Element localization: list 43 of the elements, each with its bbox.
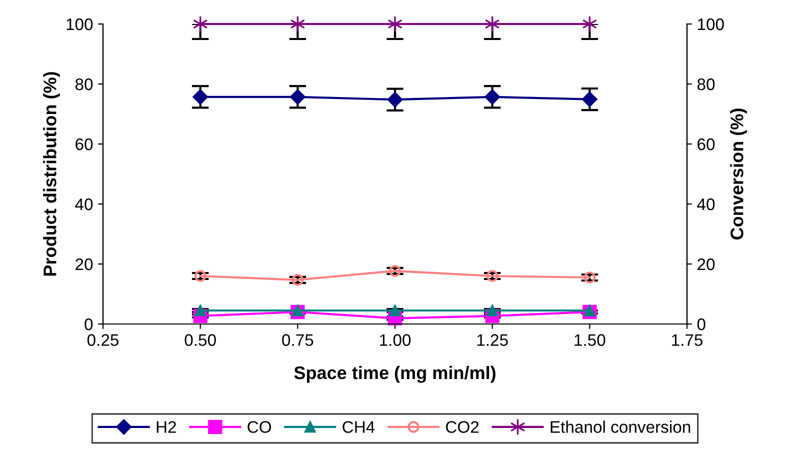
x-tick-label: 1.00: [380, 334, 411, 346]
y-tick-label: 40: [75, 198, 93, 210]
y2-tick-label: 60: [698, 138, 715, 150]
point: [582, 92, 598, 108]
x-tick-label: 1.25: [477, 334, 508, 346]
y2-tick-label: 80: [697, 78, 715, 90]
point: [389, 264, 401, 277]
point: [292, 304, 304, 316]
x-tick-label: 1.75: [672, 334, 703, 346]
y2-tick-label: 20: [698, 258, 715, 270]
x-axis-title: Space time (mg min/ml): [294, 366, 496, 383]
point: [292, 274, 304, 286]
point: [389, 304, 401, 316]
legend-label: CO: [248, 421, 272, 433]
y2-tick-label: 0: [697, 318, 706, 330]
y2-tick-label: 40: [697, 198, 715, 210]
point: [194, 270, 206, 282]
y-tick-label: 0: [84, 318, 93, 330]
point: [192, 89, 208, 105]
y-axis-title: Product distribution (%): [43, 72, 60, 276]
point: [486, 304, 498, 316]
y-tick-label: 20: [76, 258, 93, 270]
y2-axis-title: Conversion (%): [730, 108, 747, 240]
legend-label: H2: [156, 421, 176, 433]
point: [584, 272, 596, 284]
point: [584, 304, 596, 316]
y-tick-label: 60: [76, 138, 93, 150]
x-tick-label: 0.25: [87, 334, 119, 346]
point: [484, 89, 500, 105]
legend-label: CH4: [342, 421, 375, 433]
point: [486, 270, 498, 282]
legend-label: Ethanol conversion: [550, 420, 690, 433]
legend-label: CO2: [446, 421, 479, 433]
x-tick-label: 0.75: [282, 334, 314, 346]
point: [194, 304, 206, 316]
point: [388, 16, 402, 32]
x-tick-label: 1.50: [574, 334, 606, 346]
y-tick-label: 80: [75, 78, 93, 90]
point: [290, 89, 306, 105]
y-tick-label: 100: [66, 18, 93, 30]
point: [387, 92, 403, 108]
x-tick-label: 0.50: [184, 334, 216, 346]
y2-tick-label: 100: [698, 18, 724, 30]
